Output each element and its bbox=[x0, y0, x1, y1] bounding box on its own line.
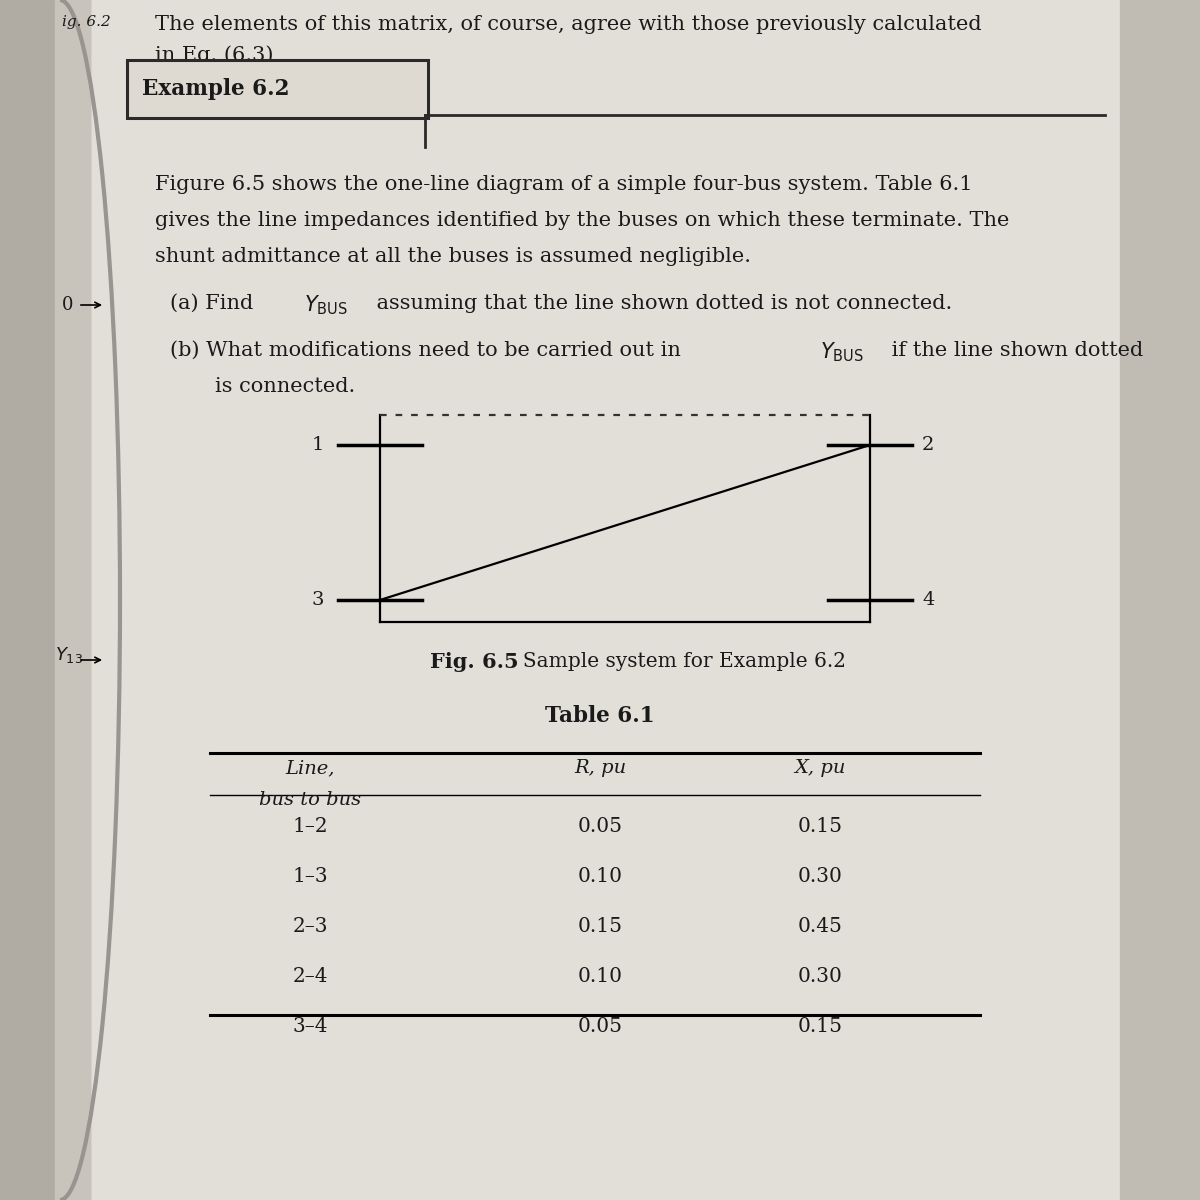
Text: Sample system for Example 6.2: Sample system for Example 6.2 bbox=[510, 652, 846, 671]
Bar bbox=[0, 0, 90, 1200]
Text: 1–3: 1–3 bbox=[292, 866, 328, 886]
Text: 0.10: 0.10 bbox=[577, 866, 623, 886]
Text: (a) Find: (a) Find bbox=[170, 294, 260, 313]
Text: 0.30: 0.30 bbox=[798, 967, 842, 986]
Text: 3–4: 3–4 bbox=[293, 1018, 328, 1036]
Text: 2–4: 2–4 bbox=[293, 967, 328, 986]
Text: 2: 2 bbox=[922, 436, 935, 454]
Text: $Y_{13}$: $Y_{13}$ bbox=[55, 646, 83, 665]
Text: 2–3: 2–3 bbox=[293, 917, 328, 936]
Text: 3: 3 bbox=[312, 590, 324, 608]
Text: 0.05: 0.05 bbox=[577, 817, 623, 836]
Text: (b) What modifications need to be carried out in: (b) What modifications need to be carrie… bbox=[170, 341, 688, 360]
Text: $Y_{\rm BUS}$: $Y_{\rm BUS}$ bbox=[304, 294, 348, 317]
Text: 4: 4 bbox=[922, 590, 935, 608]
Text: gives the line impedances identified by the buses on which these terminate. The: gives the line impedances identified by … bbox=[155, 211, 1009, 230]
Text: 0: 0 bbox=[62, 296, 73, 314]
Text: is connected.: is connected. bbox=[215, 377, 355, 396]
Text: 1–2: 1–2 bbox=[292, 817, 328, 836]
Text: assuming that the line shown dotted is not connected.: assuming that the line shown dotted is n… bbox=[370, 294, 953, 313]
Text: Figure 6.5 shows the one-line diagram of a simple four-bus system. Table 6.1: Figure 6.5 shows the one-line diagram of… bbox=[155, 175, 973, 194]
Text: Fig. 6.5: Fig. 6.5 bbox=[430, 652, 518, 672]
Text: 0.15: 0.15 bbox=[798, 817, 842, 836]
Bar bbox=[55, 0, 90, 1200]
Text: 0.45: 0.45 bbox=[798, 917, 842, 936]
Text: Table 6.1: Table 6.1 bbox=[545, 704, 655, 727]
Text: shunt admittance at all the buses is assumed negligible.: shunt admittance at all the buses is ass… bbox=[155, 247, 751, 266]
Text: 0.10: 0.10 bbox=[577, 967, 623, 986]
Text: bus to bus: bus to bus bbox=[259, 791, 361, 809]
Text: Line,: Line, bbox=[286, 758, 335, 778]
Text: if the line shown dotted: if the line shown dotted bbox=[886, 341, 1144, 360]
Text: 0.30: 0.30 bbox=[798, 866, 842, 886]
Text: 0.05: 0.05 bbox=[577, 1018, 623, 1036]
Text: Example 6.2: Example 6.2 bbox=[142, 78, 289, 100]
Text: The elements of this matrix, of course, agree with those previously calculated: The elements of this matrix, of course, … bbox=[155, 14, 982, 34]
FancyBboxPatch shape bbox=[127, 60, 428, 118]
Text: 0.15: 0.15 bbox=[577, 917, 623, 936]
Text: X, pu: X, pu bbox=[794, 758, 846, 778]
Text: in Eq. (6.3): in Eq. (6.3) bbox=[155, 44, 274, 65]
Text: ig. 6.2: ig. 6.2 bbox=[62, 14, 110, 29]
Text: 1: 1 bbox=[312, 436, 324, 454]
Text: R, pu: R, pu bbox=[574, 758, 626, 778]
Bar bbox=[1120, 0, 1200, 1200]
Text: $Y_{\rm BUS}$: $Y_{\rm BUS}$ bbox=[820, 341, 864, 364]
Text: 0.15: 0.15 bbox=[798, 1018, 842, 1036]
